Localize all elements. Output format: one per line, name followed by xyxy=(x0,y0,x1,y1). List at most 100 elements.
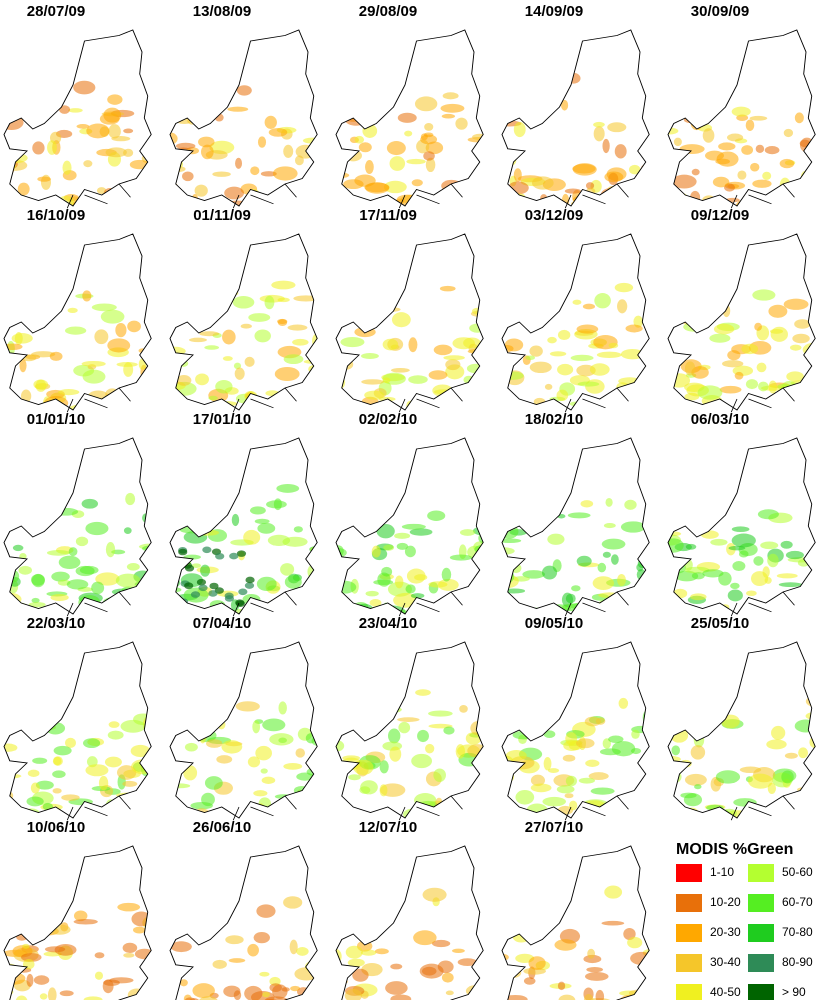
patch xyxy=(62,160,72,175)
patch xyxy=(608,188,616,200)
patch xyxy=(198,996,219,1000)
patch xyxy=(522,570,545,579)
patch xyxy=(691,703,717,719)
patch xyxy=(354,327,376,338)
patch xyxy=(428,710,453,717)
patch xyxy=(91,581,105,595)
patch xyxy=(523,977,536,985)
patch xyxy=(439,188,461,201)
patch xyxy=(569,800,578,811)
patch xyxy=(278,701,287,715)
inlet xyxy=(564,591,629,617)
patch xyxy=(614,394,634,410)
patch xyxy=(170,941,192,953)
patch xyxy=(287,394,304,409)
patch xyxy=(737,170,747,180)
patch xyxy=(179,979,188,987)
patch xyxy=(408,375,428,384)
patch xyxy=(467,393,484,404)
patch xyxy=(645,545,650,562)
patch xyxy=(547,533,565,545)
map-panel: 07/04/10 xyxy=(169,615,318,821)
patch xyxy=(347,958,365,967)
patch xyxy=(469,178,478,185)
patch xyxy=(194,184,208,197)
green-patches xyxy=(336,485,484,615)
patch xyxy=(427,510,446,521)
patch xyxy=(250,166,260,176)
patch xyxy=(360,949,377,956)
patch xyxy=(738,550,749,558)
patch xyxy=(390,367,410,373)
patch xyxy=(216,405,231,411)
patch xyxy=(336,978,348,986)
patch xyxy=(290,985,301,992)
patch xyxy=(618,697,629,709)
patch xyxy=(517,310,542,325)
patch xyxy=(702,128,715,143)
patch xyxy=(268,128,288,137)
patch xyxy=(376,524,395,539)
patch xyxy=(502,538,522,543)
patch xyxy=(336,111,350,116)
patch xyxy=(280,563,295,576)
patch xyxy=(710,278,720,293)
patch xyxy=(404,545,416,558)
patch xyxy=(282,813,293,819)
legend-label: 20-30 xyxy=(710,925,741,939)
patch xyxy=(746,590,757,597)
patch xyxy=(410,593,425,599)
patch xyxy=(428,581,448,588)
patch xyxy=(170,587,182,593)
patch xyxy=(642,397,650,411)
patch xyxy=(336,580,357,594)
patch xyxy=(543,756,552,771)
patch xyxy=(336,172,350,179)
patch xyxy=(336,914,349,923)
patch xyxy=(46,550,70,556)
patch xyxy=(530,902,547,916)
patch xyxy=(225,935,244,945)
patch xyxy=(464,814,484,819)
patch xyxy=(52,770,66,778)
patch xyxy=(35,379,47,392)
patch xyxy=(4,602,28,609)
patch xyxy=(611,554,619,565)
patch xyxy=(767,408,783,411)
patch xyxy=(336,203,345,207)
patch xyxy=(576,324,599,334)
patch xyxy=(502,295,514,311)
patch xyxy=(587,948,596,959)
patch xyxy=(406,158,426,165)
map-panel: 01/11/09 xyxy=(169,207,318,413)
patch xyxy=(289,939,298,955)
patch xyxy=(261,776,276,784)
map-panel: 17/11/09 xyxy=(335,207,484,413)
patch xyxy=(767,553,779,568)
patch xyxy=(240,323,252,329)
patch xyxy=(208,590,218,597)
patch xyxy=(502,87,519,95)
map-panel: 03/12/09 xyxy=(501,207,650,413)
patch xyxy=(414,96,438,112)
green-patches xyxy=(170,70,318,207)
patch xyxy=(53,756,62,766)
patch xyxy=(227,106,249,112)
patch xyxy=(404,130,413,137)
patch xyxy=(272,601,281,615)
patch xyxy=(572,163,597,176)
patch xyxy=(212,171,231,177)
patch xyxy=(668,813,677,819)
patch xyxy=(233,990,242,1000)
patch xyxy=(224,592,234,600)
patch xyxy=(244,985,263,1000)
legend: MODIS %Green 1-10 10-20 20-30 30-40 40-50 50-… xyxy=(676,841,813,1000)
patch xyxy=(281,810,307,819)
patch xyxy=(600,187,625,203)
panel-date: 14/09/09 xyxy=(525,3,583,20)
patch xyxy=(190,591,201,598)
patch xyxy=(443,355,465,361)
patch xyxy=(312,333,318,349)
patch xyxy=(368,491,381,497)
patch xyxy=(59,105,71,114)
